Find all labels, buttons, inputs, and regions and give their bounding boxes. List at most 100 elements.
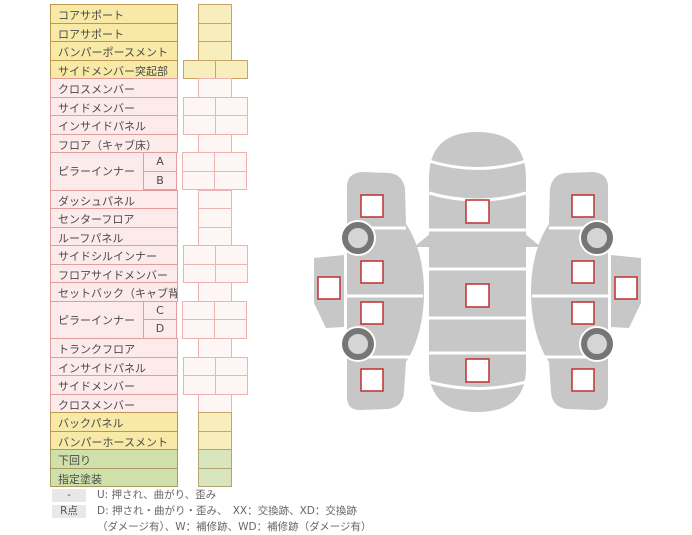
damage-marker-checkbox[interactable] [571,194,595,218]
legend-key-empty [52,521,86,534]
table-row: クロスメンバー [50,78,248,98]
damage-checkbox[interactable] [183,115,216,135]
damage-checkbox[interactable] [183,96,216,116]
damage-checkbox[interactable] [182,300,215,320]
damage-checkbox[interactable] [214,170,247,190]
side-view-right [531,172,641,411]
damage-checkbox[interactable] [198,133,232,153]
legend: - U: 押され、曲がり、歪み R点 D: 押され・曲がり・歪み、 XX：交換跡… [52,489,372,535]
legend-text: U: 押され、曲がり、歪み [97,489,217,501]
damage-marker-checkbox[interactable] [614,276,638,300]
table-row: バックパネル [50,412,248,432]
legend-key: - [52,489,86,502]
damage-checkbox[interactable] [198,78,232,98]
table-row: 指定塗装 [50,467,248,487]
damage-checkbox[interactable] [182,152,215,172]
part-label: ロアサポート [50,22,178,42]
pillar-sub-label-d: D [143,319,177,339]
damage-checkbox[interactable] [198,282,232,302]
wheel-icon [340,326,376,362]
damage-checkbox[interactable] [182,319,215,339]
damage-marker-checkbox[interactable] [571,368,595,392]
damage-checkbox[interactable] [198,449,232,469]
part-label: ピラーインナー [50,300,144,339]
damage-checkbox[interactable] [182,170,215,190]
part-label: クロスメンバー [50,393,178,413]
part-label: サイドメンバー [50,96,178,116]
part-label: サイドメンバー突起部 [50,59,178,79]
damage-checkbox[interactable] [183,375,216,395]
damage-checkbox[interactable] [215,375,248,395]
table-row: インサイドパネル [50,115,248,135]
damage-checkbox[interactable] [198,226,232,246]
car-body-side-left [347,172,424,411]
damage-marker-checkbox[interactable] [465,199,490,224]
damage-checkbox[interactable] [198,338,232,358]
table-row: フロア（キャブ床） [50,133,248,153]
damage-checkbox[interactable] [215,356,248,376]
damage-checkbox[interactable] [183,263,216,283]
legend-text: （ダメージ有）、W：補修跡、WD：補修跡（ダメージ有） [97,521,372,533]
pillar-sub-label-c: C [143,300,177,320]
damage-checkbox[interactable] [183,59,216,79]
damage-checkbox[interactable] [183,245,216,265]
legend-key: R点 [52,505,86,518]
damage-checkbox[interactable] [198,208,232,228]
table-row: フロアサイドメンバー [50,263,248,283]
wheel-icon [579,220,615,256]
damage-checkbox[interactable] [198,467,232,487]
damage-marker-checkbox[interactable] [465,283,490,308]
part-label: バンパーポースメント [50,41,178,61]
table-row: サイドメンバー突起部 [50,59,248,79]
table-row: ルーフパネル [50,226,248,246]
door-mirror-right-icon [524,233,541,247]
table-row: ダッシュパネル [50,189,248,209]
damage-checkbox[interactable] [198,189,232,209]
vehicle-diagram [314,132,641,412]
part-label: セットバック（キャブ背） [50,282,178,302]
damage-marker-checkbox[interactable] [465,358,490,383]
part-label: クロスメンバー [50,78,178,98]
damage-checkbox[interactable] [183,356,216,376]
damage-checkbox[interactable] [215,96,248,116]
damage-checkbox[interactable] [198,412,232,432]
damage-marker-checkbox[interactable] [317,276,341,300]
part-label: ダッシュパネル [50,189,178,209]
damage-checkbox[interactable] [215,59,248,79]
part-label: バックパネル [50,412,178,432]
part-label: サイドメンバー [50,375,178,395]
side-view-left [314,172,424,411]
wheel-icon [340,220,376,256]
damage-checkbox[interactable] [198,41,232,61]
part-label: 指定塗装 [50,467,178,487]
table-row-pillar-inner-cd: ピラーインナー C D [50,300,248,339]
table-row-pillar-inner-ab: ピラーインナー A B [50,152,248,191]
legend-text: D: 押され・曲がり・歪み、 XX：交換跡、XD：交換跡 [97,505,357,517]
table-row: サイドシルインナー [50,245,248,265]
damage-checkbox[interactable] [215,263,248,283]
parts-damage-table: コアサポート ロアサポート バンパーポースメント サイドメンバー突起部 クロスメ… [50,4,248,487]
damage-checkbox[interactable] [198,22,232,42]
damage-marker-checkbox[interactable] [360,194,384,218]
damage-checkbox[interactable] [214,319,247,339]
damage-marker-checkbox[interactable] [360,368,384,392]
legend-row: （ダメージ有）、W：補修跡、WD：補修跡（ダメージ有） [52,521,372,534]
damage-checkbox[interactable] [215,115,248,135]
damage-marker-checkbox[interactable] [360,301,384,325]
table-row: 下回り [50,449,248,469]
damage-checkbox[interactable] [214,300,247,320]
part-label: インサイドパネル [50,115,178,135]
part-label: フロア（キャブ床） [50,133,178,153]
damage-checkbox[interactable] [198,393,232,413]
damage-checkbox[interactable] [198,430,232,450]
part-label: バンパーホースメント [50,430,178,450]
legend-row: - U: 押され、曲がり、歪み [52,489,372,502]
door-mirror-left-icon [414,233,431,247]
damage-marker-checkbox[interactable] [571,301,595,325]
damage-checkbox[interactable] [198,4,232,24]
damage-checkbox[interactable] [214,152,247,172]
damage-marker-checkbox[interactable] [360,260,384,284]
damage-marker-checkbox[interactable] [571,260,595,284]
damage-checkbox[interactable] [215,245,248,265]
